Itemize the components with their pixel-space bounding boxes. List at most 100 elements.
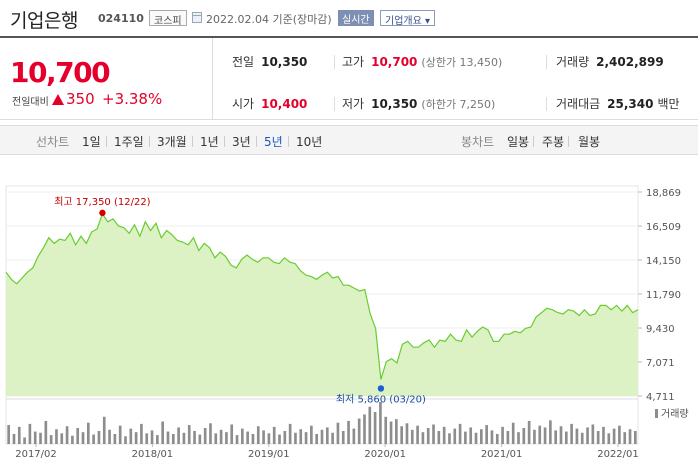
stock-code: 024110 xyxy=(98,12,144,25)
volume-bar xyxy=(485,425,488,444)
volume-bar xyxy=(294,432,297,444)
volume-bar xyxy=(549,420,552,444)
volume-bar xyxy=(575,428,579,444)
volume-bar xyxy=(310,425,313,444)
volume-bar xyxy=(501,426,504,444)
quote-summary: 10,700 전일대비 350 +3.38% 전일 10,350 고가 10,700… xyxy=(0,36,698,120)
volume-bar xyxy=(235,435,239,444)
y-tick-label: 11,790 xyxy=(646,290,681,301)
volume-bar xyxy=(432,424,435,444)
divider xyxy=(106,136,107,147)
tab-3months[interactable]: 3개월 xyxy=(157,135,187,149)
volume-bar xyxy=(628,429,632,444)
volume-bar xyxy=(304,432,308,444)
volume-bar xyxy=(410,429,414,444)
divider xyxy=(149,136,150,147)
volume-bar xyxy=(602,426,605,444)
tab-5years[interactable]: 5년 xyxy=(264,135,283,149)
volume-bar xyxy=(363,414,366,444)
open-price: 시가 10,400 xyxy=(232,97,308,111)
y-tick-label: 7,071 xyxy=(646,358,675,369)
divider xyxy=(288,136,289,147)
tab-1week[interactable]: 1주일 xyxy=(114,135,144,149)
volume-bar xyxy=(570,423,573,444)
volume-bar xyxy=(474,432,478,444)
volume-bar xyxy=(86,422,90,444)
volume-bar xyxy=(336,422,340,444)
x-tick-label: 2021/01 xyxy=(481,449,523,460)
trade-amount: 거래대금 25,340 백만 xyxy=(556,97,680,111)
volume-bar xyxy=(12,433,16,444)
volume-bar xyxy=(156,435,159,444)
chart-period-tabs: 선차트 1일 1주일 3개월 1년 3년 5년 10년 봉차트 일봉 주봉 월봉 xyxy=(0,125,698,155)
volume-bar xyxy=(44,420,48,444)
volume-bar xyxy=(108,429,111,444)
prev-close: 전일 10,350 xyxy=(232,55,308,69)
volume-bar xyxy=(564,431,568,444)
tab-1day[interactable]: 1일 xyxy=(82,135,101,149)
tab-10years[interactable]: 10년 xyxy=(296,135,323,149)
volume-bar xyxy=(166,431,170,444)
volume-bar xyxy=(634,430,637,444)
tab-daily[interactable]: 일봉 xyxy=(507,135,530,149)
price-change-percent: +3.38% xyxy=(102,90,163,108)
volume-bar xyxy=(368,406,372,444)
volume-bar xyxy=(527,420,531,444)
volume-bar xyxy=(17,426,21,444)
volume-legend: 거래량 xyxy=(661,408,689,420)
volume-bar xyxy=(102,416,106,444)
company-overview-dropdown[interactable]: 기업개요 ▾ xyxy=(380,10,435,27)
volume-bar xyxy=(23,437,26,444)
volume-bar xyxy=(49,435,53,444)
volume-bar xyxy=(389,421,393,444)
tab-candle-chart[interactable]: 봉차트 xyxy=(461,135,495,149)
volume-bar xyxy=(352,428,356,444)
volume-bar xyxy=(580,432,584,444)
volume-bar xyxy=(28,423,32,444)
volume-bar xyxy=(256,426,260,444)
volume-bar xyxy=(538,425,542,444)
tab-1year[interactable]: 1년 xyxy=(200,135,219,149)
tab-3years[interactable]: 3년 xyxy=(232,135,251,149)
volume-bar xyxy=(612,428,616,444)
quote-date: 2022.02.04 기준(장마감) xyxy=(206,13,332,26)
volume-bar xyxy=(464,431,467,444)
day-low: 저가 10,350 (하한가 7,250) xyxy=(342,97,496,111)
volume-bar xyxy=(203,428,207,444)
current-price: 10,700 xyxy=(10,56,111,89)
divider xyxy=(334,97,335,111)
day-high: 고가 10,700 (상한가 13,450) xyxy=(342,55,503,69)
volume-bar xyxy=(357,418,361,444)
tab-weekly[interactable]: 주봉 xyxy=(542,135,565,149)
price-line xyxy=(5,212,639,380)
tab-monthly[interactable]: 월봉 xyxy=(578,135,601,149)
volume-bar xyxy=(591,424,595,444)
volume-bar xyxy=(129,428,133,444)
volume-bar xyxy=(586,427,589,444)
volume-bar xyxy=(182,432,186,444)
volume-bar xyxy=(288,423,292,444)
calendar-icon xyxy=(192,12,202,23)
volume-bar xyxy=(458,423,462,444)
y-tick-label: 14,150 xyxy=(646,256,681,267)
volume-bar xyxy=(262,430,265,444)
volume-bar xyxy=(517,432,520,444)
volume-bar xyxy=(92,434,95,444)
price-change: 350 xyxy=(66,90,95,108)
realtime-button[interactable]: 실시간 xyxy=(338,10,374,26)
price-chart[interactable]: 18,869 16,509 14,150 11,790 9,430 7,071 4,711 거… xyxy=(0,180,698,476)
price-box: 10,700 전일대비 350 +3.38% xyxy=(0,38,213,120)
volume-bar xyxy=(469,427,473,444)
volume-bar xyxy=(55,429,58,444)
divider xyxy=(334,55,335,69)
volume-bar xyxy=(60,433,64,444)
y-tick-label: 9,430 xyxy=(646,324,675,335)
volume-bar xyxy=(230,424,234,444)
volume-bar xyxy=(373,412,377,444)
price-area xyxy=(6,213,638,396)
stock-name: 기업은행 xyxy=(10,10,78,32)
volume-bar xyxy=(320,429,324,444)
volume-bar xyxy=(554,430,558,444)
volume-bar xyxy=(618,425,621,444)
tab-line-chart[interactable]: 선차트 xyxy=(36,135,70,149)
